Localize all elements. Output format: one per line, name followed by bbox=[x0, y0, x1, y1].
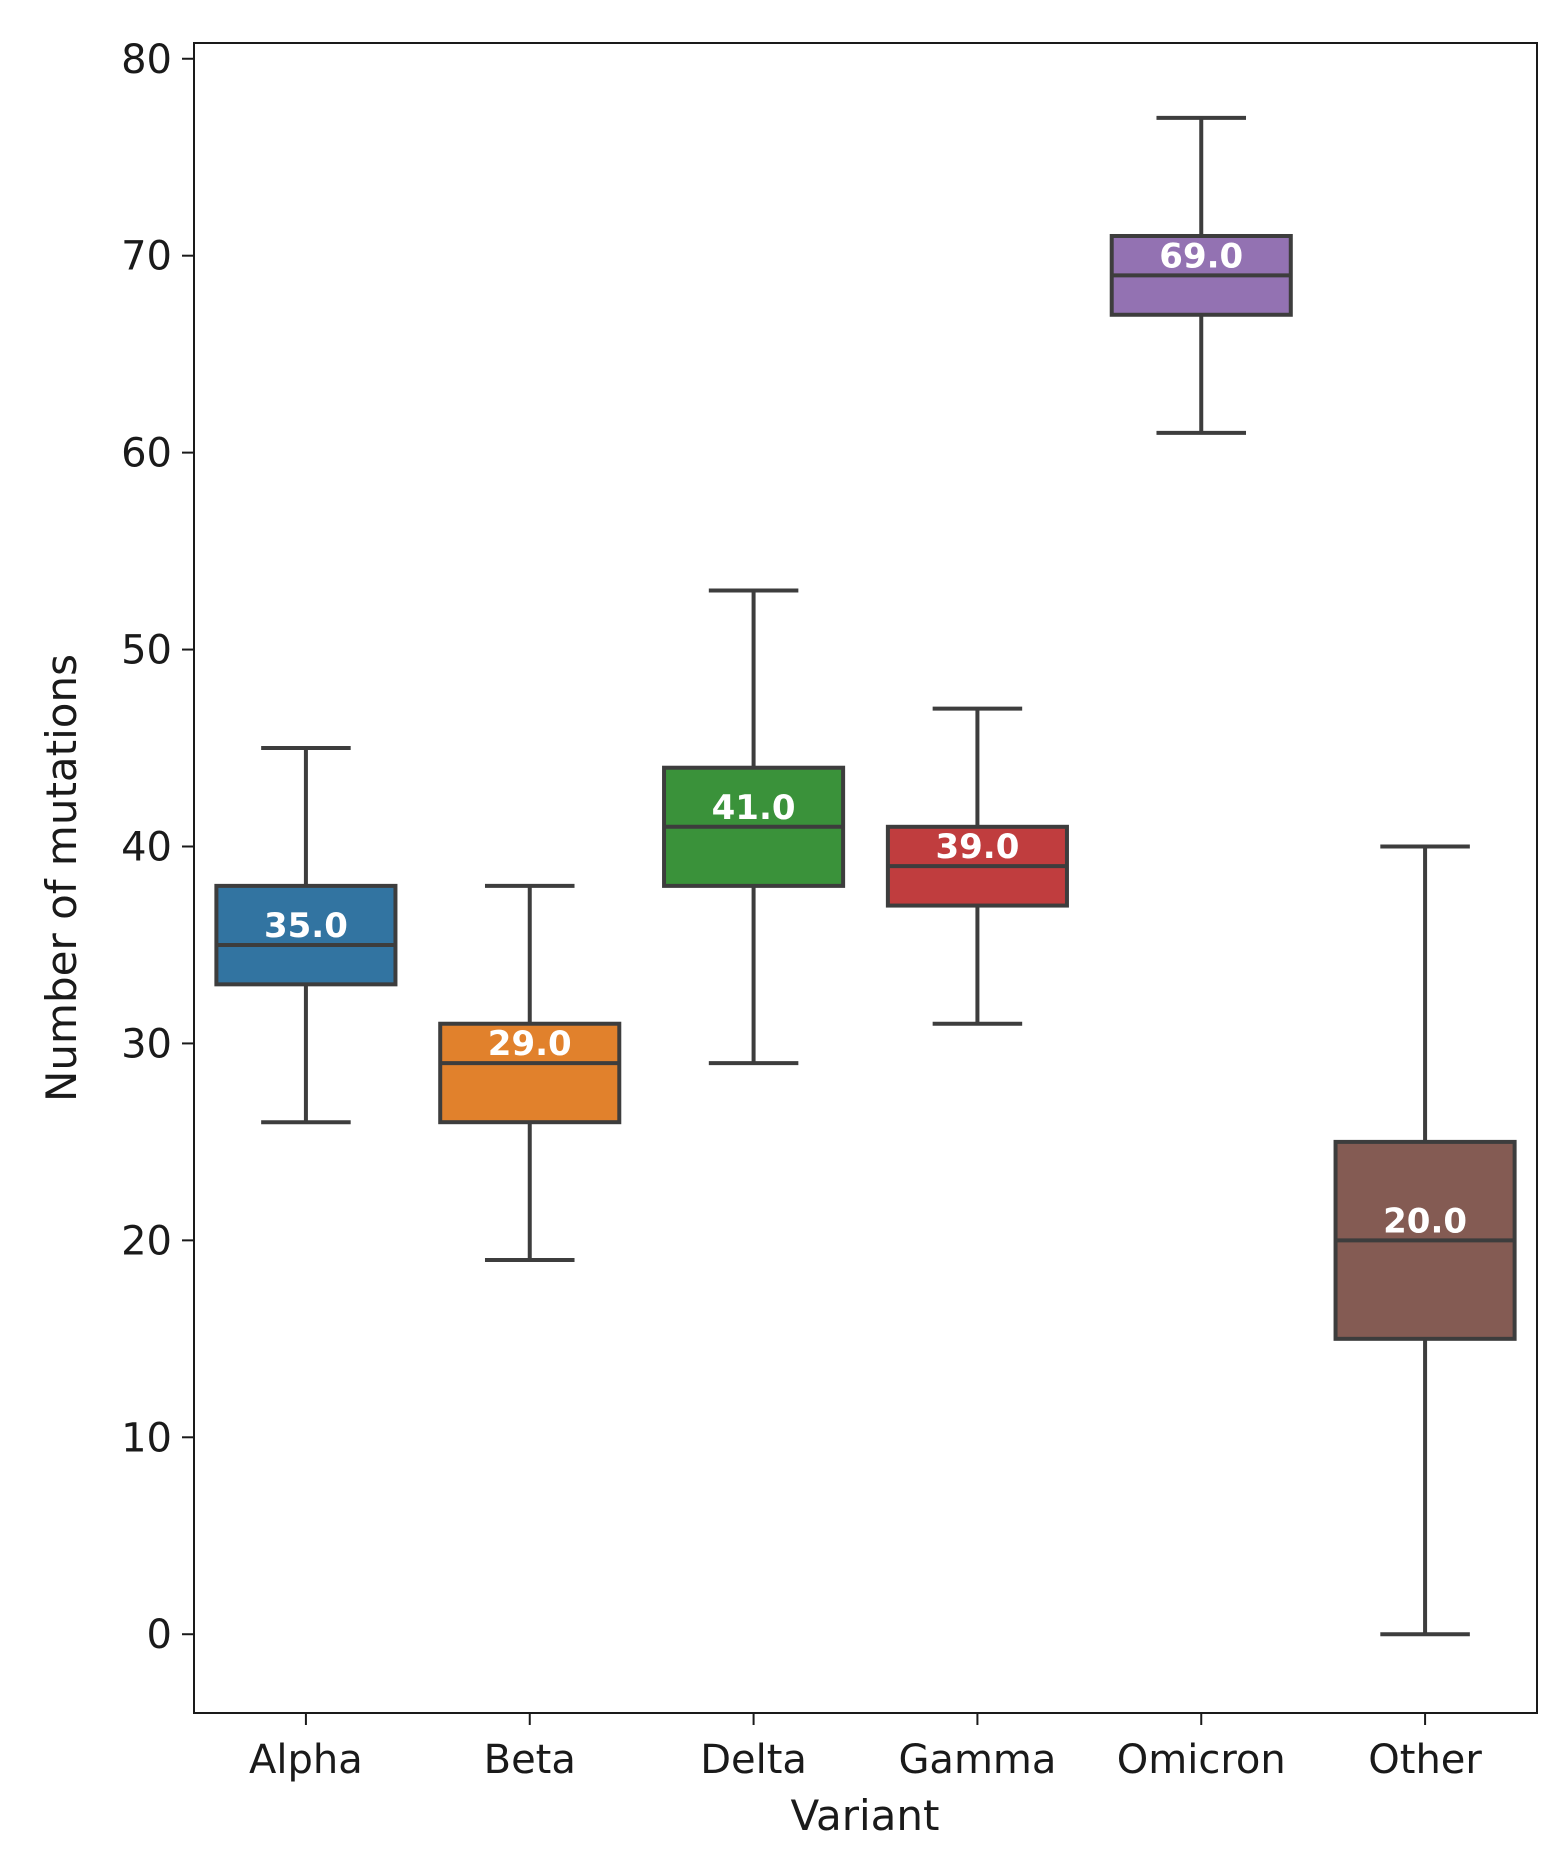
x-axis-title: Variant bbox=[791, 1791, 940, 1840]
box-body bbox=[214, 883, 398, 987]
y-tick-label: 40 bbox=[121, 824, 172, 870]
y-axis-title: Number of mutations bbox=[37, 654, 86, 1102]
y-tick-label: 80 bbox=[121, 37, 172, 83]
median-label: 29.0 bbox=[488, 1024, 572, 1064]
y-tick-label: 20 bbox=[121, 1218, 172, 1264]
x-tick-label: Beta bbox=[484, 1737, 576, 1783]
box-alpha: 35.0 bbox=[214, 746, 398, 1125]
x-tick-label: Delta bbox=[700, 1737, 807, 1783]
box-gamma: 39.0 bbox=[885, 706, 1069, 1026]
box-beta: 29.0 bbox=[438, 883, 622, 1263]
box-body bbox=[438, 1021, 622, 1125]
y-tick-label: 0 bbox=[147, 1612, 172, 1658]
plot-area-frame bbox=[193, 42, 1538, 1714]
y-tick-label: 10 bbox=[121, 1415, 172, 1461]
box-omicron: 69.0 bbox=[1109, 115, 1293, 435]
y-tick-label: 50 bbox=[121, 628, 172, 674]
y-tick-label: 60 bbox=[121, 431, 172, 477]
x-tick-label: Alpha bbox=[249, 1737, 363, 1783]
x-tick-label: Gamma bbox=[898, 1737, 1056, 1783]
median-label: 20.0 bbox=[1383, 1201, 1467, 1241]
median-label: 41.0 bbox=[712, 788, 796, 828]
box-other: 20.0 bbox=[1333, 844, 1517, 1637]
y-tick-label: 70 bbox=[121, 234, 172, 280]
y-tick-label: 30 bbox=[121, 1021, 172, 1067]
x-tick-label: Omicron bbox=[1117, 1737, 1286, 1783]
median-label: 39.0 bbox=[935, 827, 1019, 867]
box-plot-series: 35.0 29.0 41.0 39.0 69.0 20.0 bbox=[214, 115, 1517, 1637]
median-label: 35.0 bbox=[264, 906, 348, 946]
box-delta: 41.0 bbox=[662, 588, 846, 1066]
x-axis-ticks: Alpha Beta Delta Gamma Omicron Other bbox=[249, 1713, 1482, 1783]
x-tick-label: Other bbox=[1368, 1737, 1482, 1783]
y-axis-ticks: 0 10 20 30 40 50 60 70 80 bbox=[121, 37, 194, 1658]
median-label: 69.0 bbox=[1159, 236, 1243, 276]
